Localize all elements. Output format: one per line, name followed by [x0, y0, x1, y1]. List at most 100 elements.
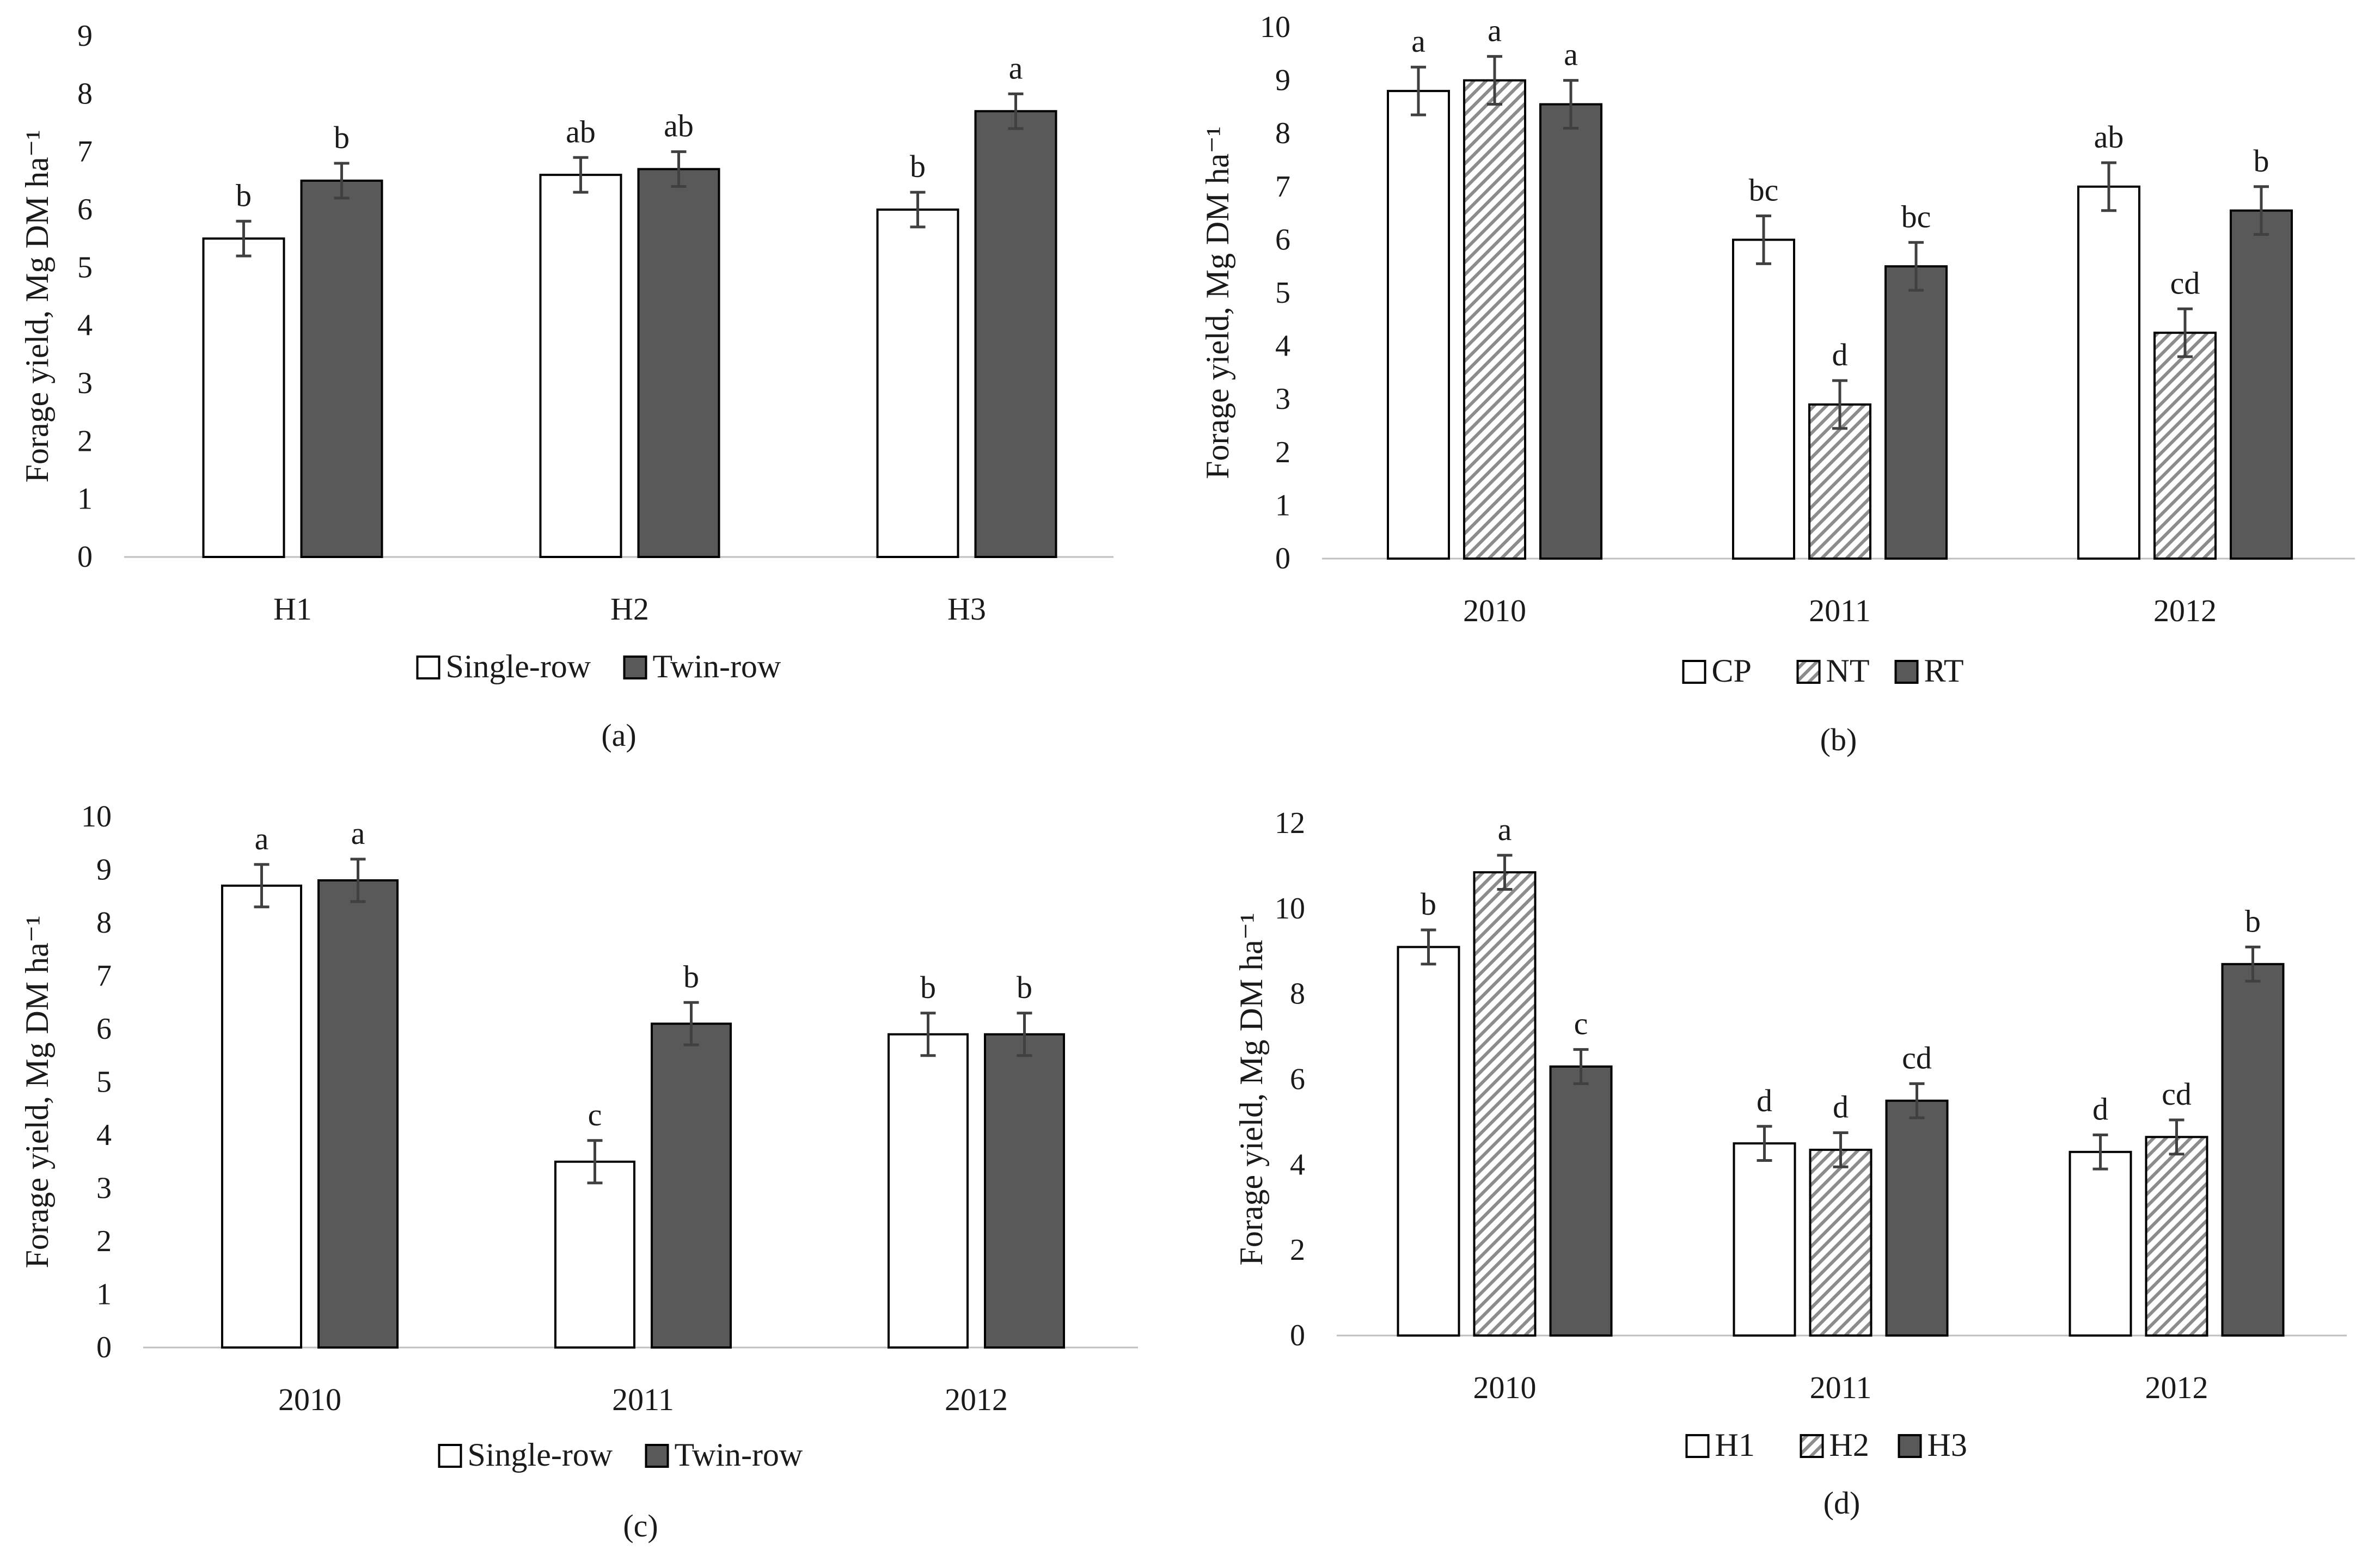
bar: [221, 884, 302, 1349]
chart-panel: 0 2 4 6 8 10 12 Forage yield, Mg DM ha⁻¹ 2010 b a c…: [1233, 806, 2347, 1521]
significance-letter: ab: [566, 114, 596, 149]
significance-letter: cd: [2162, 1076, 2192, 1112]
y-tick-label: 3: [96, 1172, 112, 1205]
chart-panel: 0 1 2 3 4 5 6 7 8 9 10 Forage yield, Mg DM ha⁻¹ 2010…: [19, 800, 1138, 1543]
significance-letter: b: [1421, 886, 1436, 922]
y-tick-label: 7: [1275, 170, 1290, 204]
legend-label: Twin-row: [675, 1437, 803, 1473]
legend-label: RT: [1924, 653, 1964, 689]
legend: Single-row Twin-row: [438, 1437, 803, 1473]
y-axis-label: Forage yield, Mg DM ha⁻¹: [1200, 126, 1235, 479]
y-tick-label: 10: [1275, 892, 1305, 926]
legend-swatch: [1894, 660, 1919, 684]
y-tick-label: 2: [1290, 1233, 1305, 1267]
bar: [2230, 209, 2293, 560]
legend-swatch: [645, 1444, 669, 1468]
y-axis-label: Forage yield, Mg DM ha⁻¹: [1233, 913, 1269, 1266]
x-tick-label: H2: [610, 591, 649, 627]
significance-letter: d: [1832, 337, 1848, 372]
y-tick-label: 4: [1290, 1148, 1305, 1181]
bar: [1539, 103, 1602, 560]
bar: [2221, 963, 2285, 1337]
significance-letter: ab: [664, 108, 694, 144]
legend-swatch: [1898, 1434, 1922, 1458]
significance-letter: b: [920, 970, 936, 1005]
y-tick-label: 6: [96, 1012, 112, 1046]
significance-letter: b: [2254, 143, 2269, 179]
significance-letter: cd: [1902, 1040, 1932, 1075]
significance-letter: b: [1017, 970, 1032, 1005]
bar: [317, 879, 399, 1349]
bar: [1809, 1148, 1873, 1337]
bar: [888, 1033, 969, 1349]
y-tick-label: 7: [77, 135, 93, 169]
legend-label: NT: [1826, 653, 1870, 689]
y-tick-label: 0: [77, 540, 93, 574]
significance-letter: cd: [2170, 265, 2200, 301]
significance-letter: a: [351, 816, 365, 851]
legend-swatch: [1685, 1434, 1710, 1458]
significance-letter: d: [1757, 1083, 1772, 1118]
y-tick-label: 0: [1275, 542, 1290, 575]
significance-letter: b: [236, 177, 252, 213]
chart-panel: 0 1 2 3 4 5 6 7 8 9 Forage yield, Mg DM ha⁻¹ H1 b b H2…: [19, 19, 1113, 753]
bar: [2153, 332, 2217, 560]
bar: [1549, 1065, 1613, 1337]
significance-letter: a: [1411, 23, 1425, 59]
y-tick-label: 7: [96, 959, 112, 993]
legend-swatch: [623, 656, 647, 679]
y-tick-label: 9: [77, 19, 93, 53]
bar: [984, 1033, 1065, 1349]
y-tick-label: 3: [1275, 382, 1290, 416]
bar: [2145, 1136, 2208, 1337]
y-tick-label: 6: [1290, 1063, 1305, 1097]
legend-label: H2: [1829, 1427, 1869, 1463]
bar: [1473, 871, 1537, 1337]
x-tick-label: H1: [273, 591, 312, 627]
significance-letter: a: [1009, 50, 1023, 85]
y-tick-label: 9: [96, 853, 112, 887]
panel-caption: (b): [1820, 722, 1857, 757]
y-tick-label: 5: [1275, 276, 1290, 310]
legend-swatch: [416, 656, 440, 679]
significance-letter: bc: [1749, 172, 1779, 207]
bar: [1733, 1142, 1796, 1337]
legend-swatch: [1796, 660, 1821, 684]
x-tick-label: 2012: [945, 1382, 1008, 1417]
legend-swatch: [438, 1444, 462, 1468]
y-tick-label: 2: [77, 424, 93, 458]
legend-swatch: [1800, 1434, 1824, 1458]
significance-letter: b: [910, 149, 926, 184]
y-tick-label: 6: [1275, 223, 1290, 256]
significance-letter: ab: [2094, 119, 2124, 155]
x-tick-label: 2012: [2153, 593, 2217, 628]
legend-label: CP: [1712, 653, 1752, 689]
legend-label: Single-row: [468, 1437, 613, 1473]
y-tick-label: 5: [96, 1065, 112, 1099]
significance-letter: c: [1574, 1006, 1588, 1042]
legend: CP NT RT: [1682, 653, 1964, 689]
bar: [1808, 403, 1871, 560]
legend-label: H1: [1715, 1427, 1755, 1463]
x-tick-label: H3: [947, 591, 986, 627]
bar: [202, 237, 285, 558]
y-tick-label: 1: [96, 1278, 112, 1312]
bar: [1884, 265, 1948, 560]
bar: [1732, 238, 1795, 560]
y-tick-label: 1: [77, 482, 93, 516]
y-tick-label: 4: [77, 309, 93, 342]
significance-letter: d: [2092, 1091, 2108, 1126]
legend-label: Twin-row: [653, 648, 781, 684]
y-tick-label: 12: [1275, 806, 1305, 840]
bar: [1885, 1099, 1949, 1337]
bar: [651, 1022, 732, 1349]
y-tick-label: 6: [77, 193, 93, 226]
significance-letter: a: [1564, 37, 1578, 72]
y-tick-label: 8: [1290, 977, 1305, 1011]
bar: [1463, 79, 1526, 560]
significance-letter: a: [1488, 13, 1502, 48]
y-tick-label: 4: [1275, 329, 1290, 363]
y-tick-label: 8: [1275, 117, 1290, 150]
panel-caption: (c): [623, 1508, 658, 1543]
